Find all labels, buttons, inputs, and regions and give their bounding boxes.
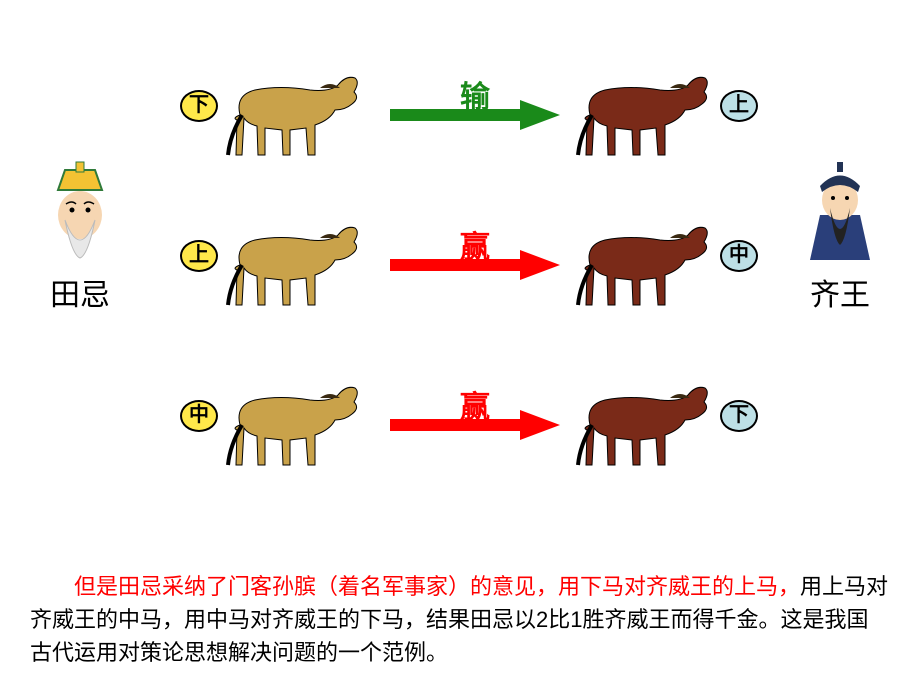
person-tianji: 田忌 xyxy=(30,160,130,314)
qiwang-portrait-icon xyxy=(800,160,880,260)
left-badge-2: 上 xyxy=(180,240,218,272)
arrow-2: 赢 xyxy=(390,250,560,300)
person-qiwang: 齐王 xyxy=(790,160,890,314)
left-horse-icon-1 xyxy=(220,60,370,170)
arrow-label-2: 赢 xyxy=(390,222,560,266)
strategy-diagram: 田忌 齐王 下 输 xyxy=(0,0,920,540)
arrow-label-3: 赢 xyxy=(390,382,560,426)
left-badge-3: 中 xyxy=(180,400,218,432)
right-badge-2: 中 xyxy=(720,240,758,272)
right-horse-icon-1 xyxy=(570,60,720,170)
right-horse-icon-2 xyxy=(570,210,720,320)
arrow-label-1: 输 xyxy=(390,72,560,116)
left-badge-1: 下 xyxy=(180,90,218,122)
left-horse-icon-2 xyxy=(220,210,370,320)
tianji-portrait-icon xyxy=(40,160,120,260)
left-horse-icon-3 xyxy=(220,370,370,480)
right-badge-1: 上 xyxy=(720,90,758,122)
arrow-1: 输 xyxy=(390,100,560,150)
match-row-1: 下 输 上 xyxy=(180,60,740,180)
qiwang-label: 齐王 xyxy=(790,270,890,314)
match-row-3: 中 赢 下 xyxy=(180,370,740,490)
right-horse-icon-3 xyxy=(570,370,720,480)
caption-lead: 但是田忌采纳了门客孙膑（着名军事家）的意见，用下马对齐威王的上马， xyxy=(30,574,800,599)
right-badge-3: 下 xyxy=(720,400,758,432)
arrow-3: 赢 xyxy=(390,410,560,460)
match-row-2: 上 赢 中 xyxy=(180,210,740,330)
tianji-label: 田忌 xyxy=(30,270,130,314)
caption-text: 但是田忌采纳了门客孙膑（着名军事家）的意见，用下马对齐威王的上马，用上马对齐威王… xyxy=(30,570,890,669)
